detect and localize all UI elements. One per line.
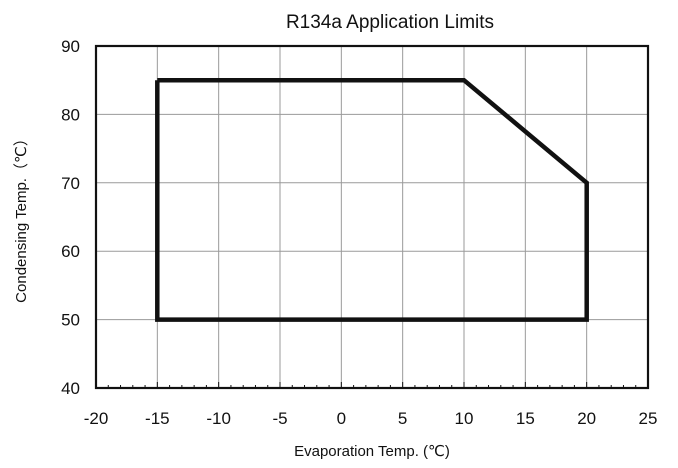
envelope-line: [155, 77, 589, 322]
x-axis-label: Evaporation Temp. (℃): [294, 443, 450, 460]
x-tick-label: 15: [516, 409, 535, 428]
x-tick-label: 20: [577, 409, 596, 428]
x-tick-label: 25: [639, 409, 658, 428]
series-layer: [155, 77, 589, 322]
y-tick-label: 50: [61, 311, 80, 330]
y-tick-label: 90: [61, 37, 80, 56]
x-tick-labels: -20 -15 -10 -5 0 5 10 15 20 25: [84, 409, 658, 428]
y-axis-label: Condensing Temp.（℃）: [13, 131, 30, 303]
y-tick-label: 70: [61, 174, 80, 193]
x-tick-label: -5: [272, 409, 287, 428]
x-tick-label: -15: [145, 409, 170, 428]
y-tick-label: 60: [61, 242, 80, 261]
y-tick-label: 80: [61, 105, 80, 124]
plot-frame: [94, 44, 650, 390]
y-tick-label: 40: [61, 379, 80, 398]
chart-title: R134a Application Limits: [286, 12, 494, 33]
x-tick-label: -10: [206, 409, 231, 428]
grid-layer: [96, 46, 648, 388]
x-tick-label: 0: [337, 409, 346, 428]
x-tick-label: 5: [398, 409, 407, 428]
x-tick-label: 10: [455, 409, 474, 428]
x-tick-label: -20: [84, 409, 109, 428]
y-tick-labels: 40 50 60 70 80 90: [61, 37, 80, 398]
